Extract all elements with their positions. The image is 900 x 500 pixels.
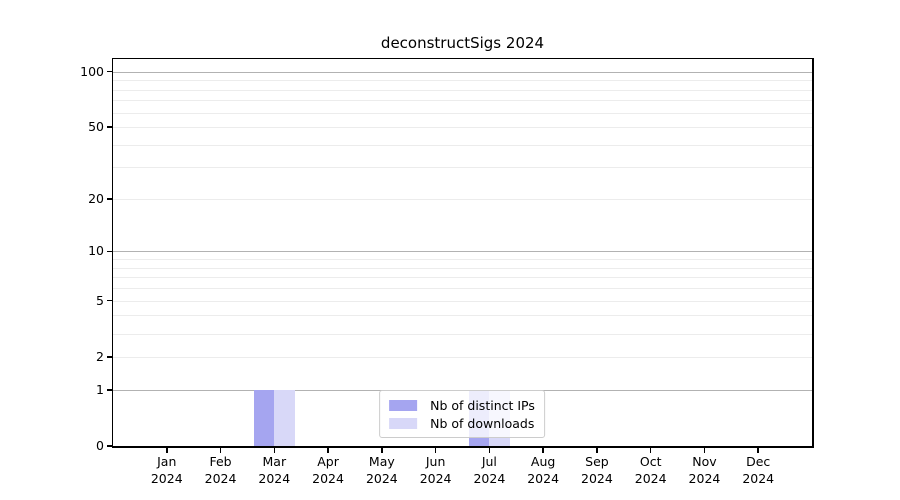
minor-gridline <box>113 288 812 290</box>
legend-item-downloads: Nb of downloads <box>389 414 535 432</box>
plot-area <box>113 59 812 446</box>
x-tick-label: Jun 2024 <box>419 454 452 486</box>
x-tick-label: Jul 2024 <box>473 454 506 486</box>
minor-gridline <box>113 100 812 102</box>
legend-item-distinct-ips: Nb of distinct IPs <box>389 396 535 414</box>
x-tickmark <box>166 447 168 453</box>
x-tick-label: Oct 2024 <box>634 454 667 486</box>
minor-gridline <box>113 277 812 279</box>
y-tickmark <box>106 389 112 391</box>
x-tickmark <box>542 447 544 453</box>
minor-gridline <box>113 315 812 317</box>
y-tick-label: 50 <box>88 119 104 135</box>
x-tick-label: Feb 2024 <box>204 454 237 486</box>
bar-distinct-ips <box>253 389 275 446</box>
minor-gridline <box>113 333 812 335</box>
y-tick-label: 5 <box>96 292 104 308</box>
x-tick-label: Sep 2024 <box>581 454 613 486</box>
minor-gridline <box>113 267 812 269</box>
minor-gridline <box>113 356 812 358</box>
minor-gridline <box>113 144 812 146</box>
y-tickmark <box>106 126 112 128</box>
y-tick-label: 1 <box>96 381 104 397</box>
legend-swatch-distinct-ips <box>389 399 418 411</box>
x-tickmark <box>649 447 652 453</box>
y-tickmark <box>106 70 112 73</box>
minor-gridline <box>113 112 812 114</box>
x-tickmark <box>219 447 222 453</box>
x-tickmark <box>596 447 598 453</box>
y-tick-label: 0 <box>96 438 104 453</box>
legend-swatch-downloads <box>389 417 418 429</box>
legend-label-downloads: Nb of downloads <box>430 415 535 431</box>
axis-spine <box>111 57 814 59</box>
y-tickmark <box>106 299 112 302</box>
x-tick-label: Mar 2024 <box>258 454 291 486</box>
legend-label-distinct-ips: Nb of distinct IPs <box>430 397 535 413</box>
axis-spine <box>111 57 113 448</box>
x-tick-label: Jan 2024 <box>150 454 183 486</box>
minor-gridline <box>113 127 812 129</box>
minor-gridline <box>113 80 812 82</box>
x-tickmark <box>434 447 437 453</box>
chart-title: deconstructSigs 2024 <box>380 34 545 52</box>
minor-gridline <box>113 199 812 201</box>
x-tick-label: Aug 2024 <box>527 454 560 486</box>
y-tickmark <box>106 445 112 447</box>
y-tick-label: 2 <box>96 348 104 364</box>
y-tickmark <box>106 250 112 253</box>
x-tick-label: May 2024 <box>365 454 398 486</box>
legend: Nb of distinct IPs Nb of downloads <box>379 390 545 438</box>
x-tickmark <box>757 447 759 453</box>
x-tick-label: Nov 2024 <box>688 454 721 486</box>
y-tickmark <box>106 356 112 358</box>
axis-spine <box>812 57 814 448</box>
minor-gridline <box>113 259 812 261</box>
x-tickmark <box>327 447 329 453</box>
x-tick-label: Dec 2024 <box>742 454 775 486</box>
bar-downloads <box>274 389 295 446</box>
minor-gridline <box>113 167 812 169</box>
x-tickmark <box>381 447 383 453</box>
x-tick-label: Apr 2024 <box>312 454 344 486</box>
major-gridline <box>113 251 812 253</box>
y-tickmark <box>106 198 112 200</box>
x-tickmark <box>273 447 276 453</box>
minor-gridline <box>113 89 812 91</box>
minor-gridline <box>113 300 812 302</box>
major-gridline <box>113 71 812 73</box>
x-tickmark <box>488 447 491 453</box>
y-tick-label: 10 <box>88 243 104 259</box>
y-tick-label: 20 <box>88 191 104 207</box>
x-tickmark <box>703 447 706 453</box>
y-tick-label: 100 <box>80 63 104 79</box>
axis-spine <box>111 446 814 448</box>
